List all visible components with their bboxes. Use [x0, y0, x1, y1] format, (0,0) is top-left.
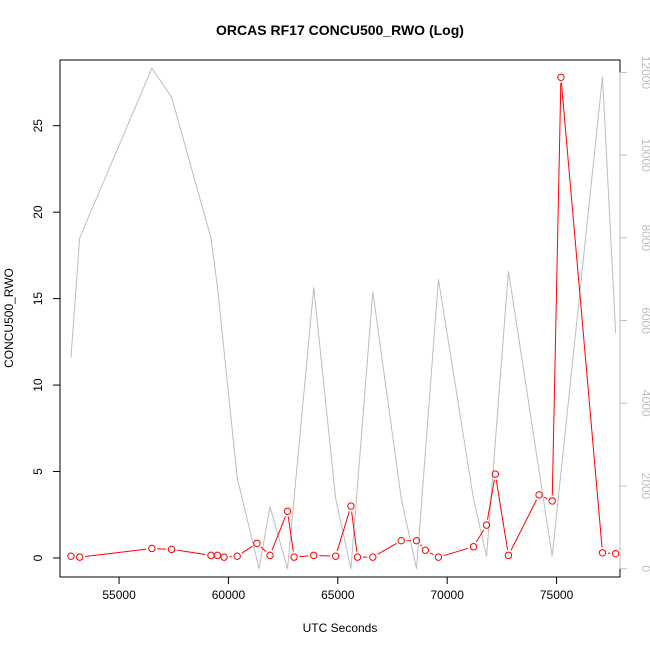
- series-line-segment: [336, 511, 350, 552]
- y-tick-label: 0: [31, 554, 45, 561]
- x-tick-label: 75000: [540, 588, 574, 602]
- y2-tick-label: 10000: [639, 138, 650, 172]
- data-point: [67, 552, 75, 560]
- series-line-segment: [287, 516, 294, 552]
- x-tick-label: 60000: [212, 588, 246, 602]
- data-point: [548, 497, 556, 505]
- data-point: [482, 521, 491, 529]
- y2-tick-label: 8000: [639, 224, 650, 251]
- y2-tick-label: 4000: [639, 390, 650, 417]
- data-point: [347, 502, 355, 510]
- y-tick-label: 25: [31, 119, 45, 133]
- data-point: [598, 549, 607, 557]
- y2-tick-label: 0: [639, 565, 650, 572]
- series-line-segment: [486, 479, 495, 520]
- y-axis-label: CONCU500_RWO: [2, 268, 16, 368]
- series-line-segment: [351, 511, 358, 552]
- series-line-segment: [419, 544, 422, 547]
- data-point: [469, 543, 478, 551]
- y2-tick-label: 6000: [639, 307, 650, 334]
- series-line-segment: [241, 545, 253, 554]
- series-line-segment: [260, 546, 267, 553]
- data-point: [535, 491, 543, 499]
- series-right-axis: [70, 67, 617, 569]
- data-point: [491, 470, 500, 478]
- y2-tick-label: 12000: [639, 56, 650, 90]
- data-point: [213, 551, 222, 560]
- series-line-segment: [560, 82, 603, 548]
- series-line-segment: [176, 549, 206, 556]
- data-point: [611, 549, 620, 558]
- data-point: [412, 536, 421, 545]
- data-point: [290, 553, 298, 561]
- y-axis-left: 0 5 10 15 20 25: [31, 119, 61, 561]
- data-point: [353, 553, 362, 561]
- series-left-axis: [67, 73, 620, 561]
- data-point: [369, 553, 377, 561]
- y-tick-label: 20: [31, 205, 45, 219]
- y2-tick-label: 2000: [639, 473, 650, 500]
- data-point: [148, 544, 156, 553]
- series-line-segment: [495, 479, 509, 551]
- data-point: [253, 539, 261, 547]
- chart-title: ORCAS RF17 CONCU500_RWO (Log): [216, 22, 464, 38]
- x-axis: 55000 60000 65000 70000 75000: [102, 576, 574, 602]
- data-point: [220, 553, 228, 561]
- data-point: [421, 546, 430, 554]
- series-line-segment: [429, 552, 434, 555]
- series-line-segment: [377, 543, 397, 555]
- data-point: [310, 551, 318, 560]
- series-line-segment: [443, 547, 469, 557]
- data-point: [266, 551, 274, 560]
- data-point: [167, 545, 176, 554]
- series-line-segment: [475, 529, 485, 543]
- y-tick-label: 5: [31, 468, 45, 475]
- data-point: [397, 536, 405, 545]
- data-point: [283, 507, 292, 515]
- x-tick-label: 65000: [321, 588, 355, 602]
- series-line-segment: [543, 496, 548, 500]
- y-axis-right: 0 2000 4000 6000 8000 10000 12000: [619, 56, 650, 572]
- x-axis-label: UTC Seconds: [303, 621, 378, 635]
- data-point: [331, 552, 340, 560]
- data-point: [434, 553, 443, 561]
- y-tick-label: 10: [31, 378, 45, 392]
- series-line-segment: [551, 82, 562, 496]
- data-point: [75, 553, 84, 561]
- series-line-segment: [271, 516, 286, 551]
- series-line-segment: [510, 499, 538, 551]
- data-point: [557, 73, 565, 81]
- data-point: [233, 552, 241, 560]
- data-point: [504, 551, 513, 560]
- x-tick-label: 70000: [431, 588, 465, 602]
- series-line: [70, 67, 617, 569]
- series-layer: [67, 67, 620, 569]
- y-tick-label: 15: [31, 292, 45, 306]
- x-tick-label: 55000: [102, 588, 136, 602]
- series-line-segment: [299, 555, 309, 558]
- series-line-segment: [85, 548, 147, 557]
